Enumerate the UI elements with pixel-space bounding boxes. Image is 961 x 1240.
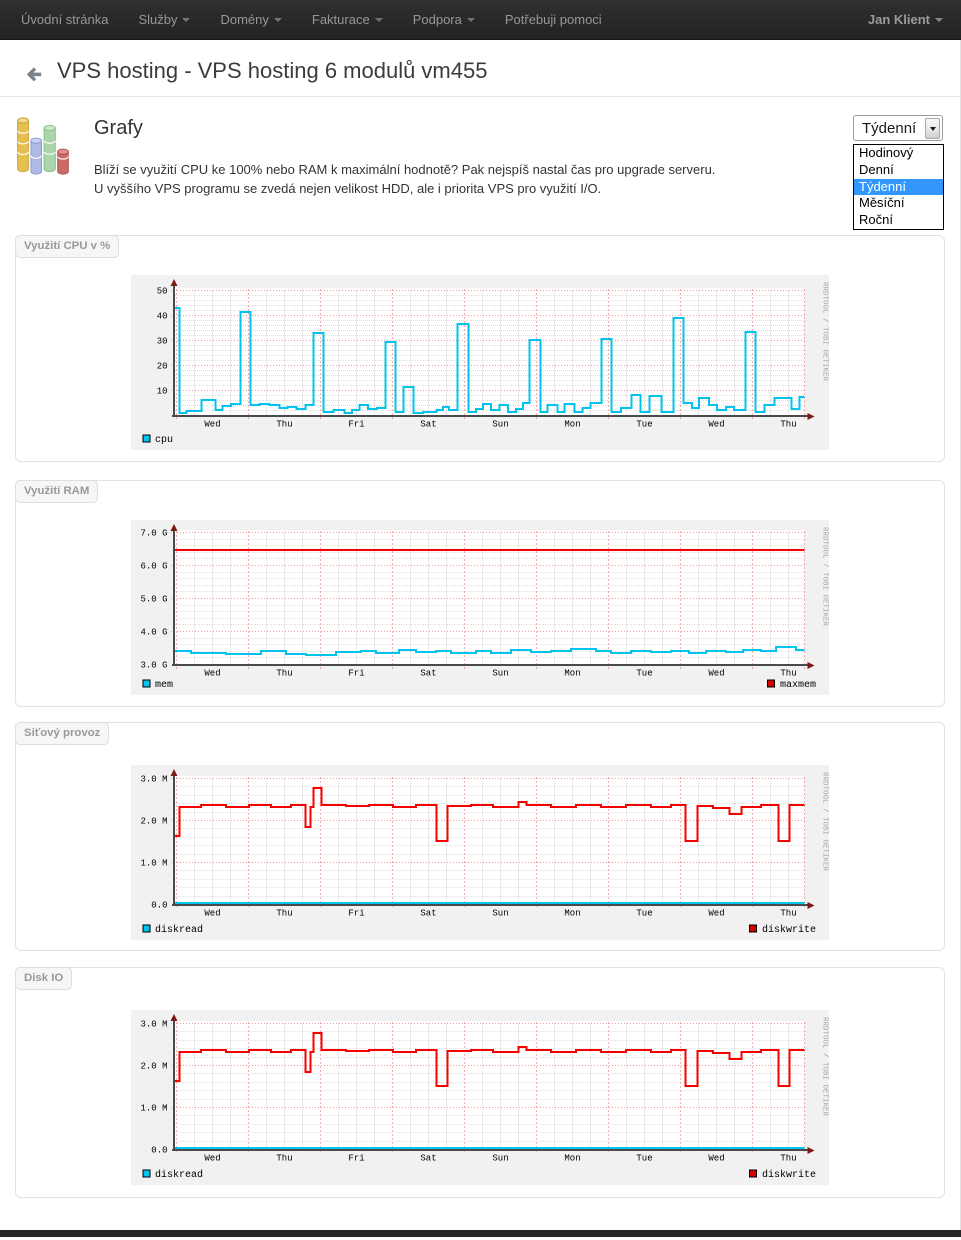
svg-text:Wed: Wed — [204, 1154, 220, 1164]
svg-text:0.0: 0.0 — [151, 901, 167, 911]
svg-text:RRDTOOL / TOBI OETIKER: RRDTOOL / TOBI OETIKER — [821, 772, 829, 872]
svg-text:50: 50 — [157, 286, 168, 296]
svg-text:Wed: Wed — [708, 1154, 724, 1164]
svg-text:Sun: Sun — [492, 669, 508, 679]
svg-text:Wed: Wed — [708, 420, 724, 430]
svg-text:Wed: Wed — [204, 909, 220, 919]
svg-text:Thu: Thu — [276, 1154, 292, 1164]
svg-text:Thu: Thu — [780, 909, 796, 919]
svg-text:Thu: Thu — [276, 420, 292, 430]
svg-text:Fri: Fri — [348, 909, 364, 919]
svg-text:5.0 G: 5.0 G — [140, 595, 167, 605]
svg-text:diskread: diskread — [155, 1169, 203, 1181]
svg-text:3.0 M: 3.0 M — [140, 1020, 167, 1030]
svg-text:Sat: Sat — [420, 669, 436, 679]
svg-text:diskwrite: diskwrite — [762, 1169, 816, 1181]
svg-text:Tue: Tue — [636, 1154, 652, 1164]
svg-text:Wed: Wed — [204, 420, 220, 430]
svg-text:10: 10 — [157, 386, 168, 396]
svg-text:Sun: Sun — [492, 420, 508, 430]
svg-text:20: 20 — [157, 361, 168, 371]
svg-text:Fri: Fri — [348, 420, 364, 430]
svg-text:1.0 M: 1.0 M — [140, 859, 167, 869]
svg-text:Thu: Thu — [276, 909, 292, 919]
svg-text:maxmem: maxmem — [780, 680, 816, 691]
svg-text:Fri: Fri — [348, 669, 364, 679]
svg-text:4.0 G: 4.0 G — [140, 628, 167, 638]
svg-text:Wed: Wed — [204, 669, 220, 679]
svg-text:Sun: Sun — [492, 1154, 508, 1164]
svg-text:Thu: Thu — [276, 669, 292, 679]
svg-text:Fri: Fri — [348, 1154, 364, 1164]
svg-text:diskread: diskread — [155, 924, 203, 936]
svg-text:6.0 G: 6.0 G — [140, 562, 167, 572]
svg-text:7.0 G: 7.0 G — [140, 529, 167, 539]
svg-text:30: 30 — [157, 336, 168, 346]
svg-text:RRDTOOL / TOBI OETIKER: RRDTOOL / TOBI OETIKER — [821, 527, 829, 627]
svg-text:Wed: Wed — [708, 669, 724, 679]
svg-text:0.0: 0.0 — [151, 1146, 167, 1156]
svg-text:Mon: Mon — [564, 1154, 580, 1164]
svg-text:Mon: Mon — [564, 420, 580, 430]
svg-text:Sat: Sat — [420, 420, 436, 430]
svg-text:2.0 M: 2.0 M — [140, 1062, 167, 1072]
svg-text:Mon: Mon — [564, 909, 580, 919]
svg-text:Mon: Mon — [564, 669, 580, 679]
svg-text:diskwrite: diskwrite — [762, 924, 816, 936]
svg-text:2.0 M: 2.0 M — [140, 817, 167, 827]
svg-text:RRDTOOL / TOBI OETIKER: RRDTOOL / TOBI OETIKER — [821, 282, 829, 382]
svg-text:Wed: Wed — [708, 909, 724, 919]
svg-text:RRDTOOL / TOBI OETIKER: RRDTOOL / TOBI OETIKER — [821, 1017, 829, 1117]
svg-text:Tue: Tue — [636, 909, 652, 919]
svg-text:Thu: Thu — [780, 669, 796, 679]
svg-text:1.0 M: 1.0 M — [140, 1104, 167, 1114]
svg-text:3.0 M: 3.0 M — [140, 775, 167, 785]
svg-text:Tue: Tue — [636, 420, 652, 430]
svg-text:Thu: Thu — [780, 1154, 796, 1164]
svg-text:Thu: Thu — [780, 420, 796, 430]
svg-text:Sat: Sat — [420, 1154, 436, 1164]
svg-text:mem: mem — [155, 680, 173, 691]
svg-text:3.0 G: 3.0 G — [140, 661, 167, 671]
svg-text:40: 40 — [157, 311, 168, 321]
svg-text:Sat: Sat — [420, 909, 436, 919]
svg-text:Tue: Tue — [636, 669, 652, 679]
svg-text:Sun: Sun — [492, 909, 508, 919]
svg-text:cpu: cpu — [155, 435, 173, 446]
